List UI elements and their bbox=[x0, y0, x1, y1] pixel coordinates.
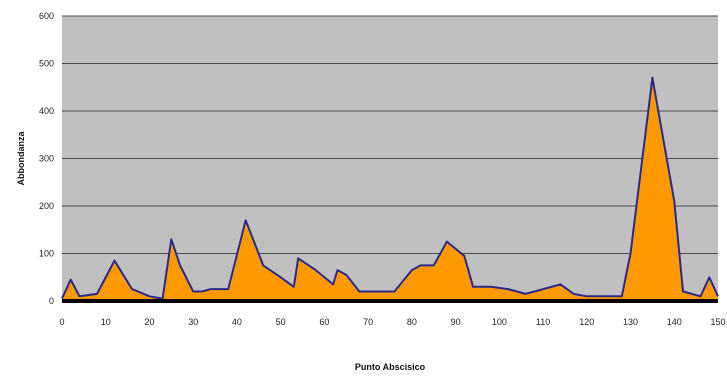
y-tick-label: 400 bbox=[39, 106, 54, 116]
x-tick-label: 20 bbox=[144, 317, 154, 327]
x-tick-label: 60 bbox=[319, 317, 329, 327]
y-tick-label: 300 bbox=[39, 154, 54, 164]
y-tick-labels: 0 100 200 300 400 500 600 bbox=[39, 11, 54, 306]
y-tick-label: 600 bbox=[39, 11, 54, 21]
x-tick-label: 90 bbox=[451, 317, 461, 327]
x-tick-label: 150 bbox=[710, 317, 725, 327]
x-tick-label: 10 bbox=[101, 317, 111, 327]
x-axis-title: Punto Abscisico bbox=[355, 362, 426, 372]
x-tick-label: 140 bbox=[667, 317, 682, 327]
y-axis-title: Abbondanza bbox=[16, 131, 26, 186]
y-tick-label: 100 bbox=[39, 249, 54, 259]
x-tick-label: 40 bbox=[232, 317, 242, 327]
x-tick-label: 30 bbox=[188, 317, 198, 327]
x-tick-label: 70 bbox=[363, 317, 373, 327]
x-tick-label: 120 bbox=[579, 317, 594, 327]
series-area bbox=[62, 77, 718, 301]
x-tick-label: 0 bbox=[59, 317, 64, 327]
x-tick-label: 110 bbox=[536, 317, 550, 327]
y-tick-label: 0 bbox=[49, 296, 54, 306]
x-tick-label: 80 bbox=[407, 317, 417, 327]
y-tick-label: 200 bbox=[39, 201, 54, 211]
x-tick-label: 50 bbox=[276, 317, 286, 327]
series-line bbox=[61, 76, 719, 300]
y-tick-label: 500 bbox=[39, 59, 54, 69]
x-tick-labels: 0 10 20 30 40 50 60 70 80 90 100 110 120 130 140 150 bbox=[59, 317, 725, 327]
x-tick-label: 100 bbox=[492, 317, 507, 327]
x-tick-label: 130 bbox=[623, 317, 638, 327]
